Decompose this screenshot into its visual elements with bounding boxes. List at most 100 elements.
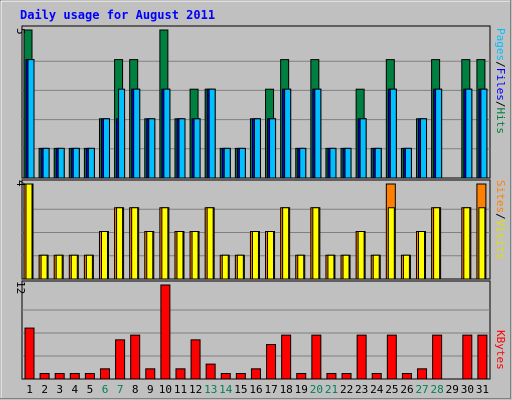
bar-visits-day-6 [100, 231, 108, 280]
bar-kbytes-day-12 [190, 339, 201, 380]
bar-visits-day-18 [282, 207, 290, 280]
x-label-day-4: 4 [72, 383, 79, 396]
x-label-day-10: 10 [159, 383, 172, 396]
x-label-day-19: 19 [295, 383, 308, 396]
bar-pages-day-17 [269, 118, 277, 179]
x-label-day-24: 24 [370, 383, 384, 396]
legend-kbytes: KBytes [494, 330, 507, 370]
bar-visits-day-21 [327, 254, 335, 280]
legend-slash-1: / [494, 61, 507, 68]
legend-slash-2: / [494, 101, 507, 108]
bar-visits-day-19 [297, 254, 305, 280]
bar-kbytes-day-13 [205, 363, 216, 380]
bar-pages-day-25 [389, 88, 397, 179]
panel-group [21, 25, 491, 380]
bar-group [23, 29, 488, 380]
x-label-day-8: 8 [132, 383, 139, 396]
bar-kbytes-day-30 [462, 334, 473, 380]
x-label-day-29: 29 [446, 383, 459, 396]
bar-pages-day-24 [374, 147, 382, 179]
bar-pages-day-5 [87, 147, 95, 179]
bar-pages-day-30 [465, 88, 473, 179]
bar-visits-day-13 [206, 207, 214, 280]
bar-kbytes-day-3 [54, 373, 65, 380]
bar-visits-day-23 [357, 231, 365, 280]
bar-visits-day-31 [478, 207, 486, 280]
bar-kbytes-day-27 [417, 368, 428, 380]
bar-kbytes-day-31 [477, 334, 488, 380]
y-max-label-middle: 4 [14, 180, 27, 187]
bar-kbytes-day-2 [39, 373, 50, 380]
bar-visits-day-8 [131, 207, 139, 280]
bar-visits-day-7 [116, 207, 124, 280]
legend-middle: Sites/Visits [494, 180, 507, 260]
bar-kbytes-day-9 [145, 368, 156, 380]
legend-sites: Sites [494, 180, 507, 213]
bar-pages-day-7 [118, 88, 126, 179]
x-label-day-31: 31 [476, 383, 489, 396]
x-label-day-2: 2 [41, 383, 48, 396]
bar-visits-day-15 [236, 254, 244, 280]
x-axis-labels: 1 2 3 4 5 6 7 8 9 10 11 12 13 14 15 16 17 18 19 20 21 22 23 24 2… [26, 383, 489, 396]
bar-visits-day-5 [85, 254, 93, 280]
bar-pages-day-4 [72, 147, 80, 179]
bar-pages-day-28 [435, 88, 443, 179]
x-label-day-12: 12 [189, 383, 202, 396]
bar-kbytes-day-10 [160, 284, 171, 380]
bar-pages-day-9 [148, 118, 156, 179]
bar-pages-day-14 [223, 147, 231, 179]
bar-visits-day-9 [146, 231, 154, 280]
x-label-day-1: 1 [26, 383, 33, 396]
bar-visits-day-25 [387, 207, 395, 280]
x-label-day-26: 26 [400, 383, 413, 396]
bar-kbytes-day-24 [371, 373, 382, 380]
bar-pages-day-12 [193, 118, 201, 179]
bar-pages-day-8 [133, 88, 141, 179]
bar-visits-day-27 [418, 231, 426, 280]
bar-pages-day-20 [314, 88, 322, 179]
bar-pages-day-2 [42, 147, 50, 179]
bar-pages-day-23 [359, 118, 367, 179]
bar-kbytes-day-5 [84, 373, 95, 380]
bar-visits-day-14 [221, 254, 229, 280]
bar-pages-day-19 [299, 147, 307, 179]
bar-pages-day-22 [344, 147, 352, 179]
x-label-day-7: 7 [117, 383, 124, 396]
legend-hits: Hits [494, 108, 507, 135]
x-label-day-9: 9 [147, 383, 154, 396]
bar-pages-day-31 [480, 88, 488, 179]
legend-slash-3: / [494, 213, 507, 220]
bar-visits-day-30 [463, 207, 471, 280]
bar-visits-day-28 [433, 207, 441, 280]
bar-pages-day-26 [404, 147, 412, 179]
bar-visits-day-11 [176, 231, 184, 280]
bar-kbytes-day-6 [99, 368, 110, 380]
bar-pages-day-15 [238, 147, 246, 179]
bar-pages-day-16 [253, 118, 261, 179]
bar-kbytes-day-16 [250, 368, 261, 380]
panel-bottom [21, 280, 491, 380]
bar-visits-day-10 [161, 207, 169, 280]
x-label-day-21: 21 [325, 383, 338, 396]
bar-kbytes-day-11 [175, 368, 186, 380]
bar-pages-day-18 [284, 88, 292, 179]
bar-visits-day-26 [402, 254, 410, 280]
x-label-day-11: 11 [174, 383, 187, 396]
bar-kbytes-day-17 [266, 344, 277, 380]
bar-pages-day-6 [102, 118, 110, 179]
bar-kbytes-day-8 [130, 334, 141, 380]
x-label-day-30: 30 [461, 383, 474, 396]
bar-pages-day-21 [329, 147, 337, 179]
bar-pages-day-10 [163, 88, 171, 179]
chart-title: Daily usage for August 2011 [20, 8, 215, 22]
bar-visits-day-20 [312, 207, 320, 280]
bar-kbytes-day-21 [326, 373, 337, 380]
x-label-day-25: 25 [385, 383, 398, 396]
bar-pages-day-1 [27, 59, 35, 179]
x-label-day-20: 20 [310, 383, 323, 396]
bar-kbytes-day-7 [115, 339, 126, 380]
bar-kbytes-day-4 [69, 373, 80, 380]
bar-kbytes-day-22 [341, 373, 352, 380]
bar-visits-day-4 [70, 254, 78, 280]
